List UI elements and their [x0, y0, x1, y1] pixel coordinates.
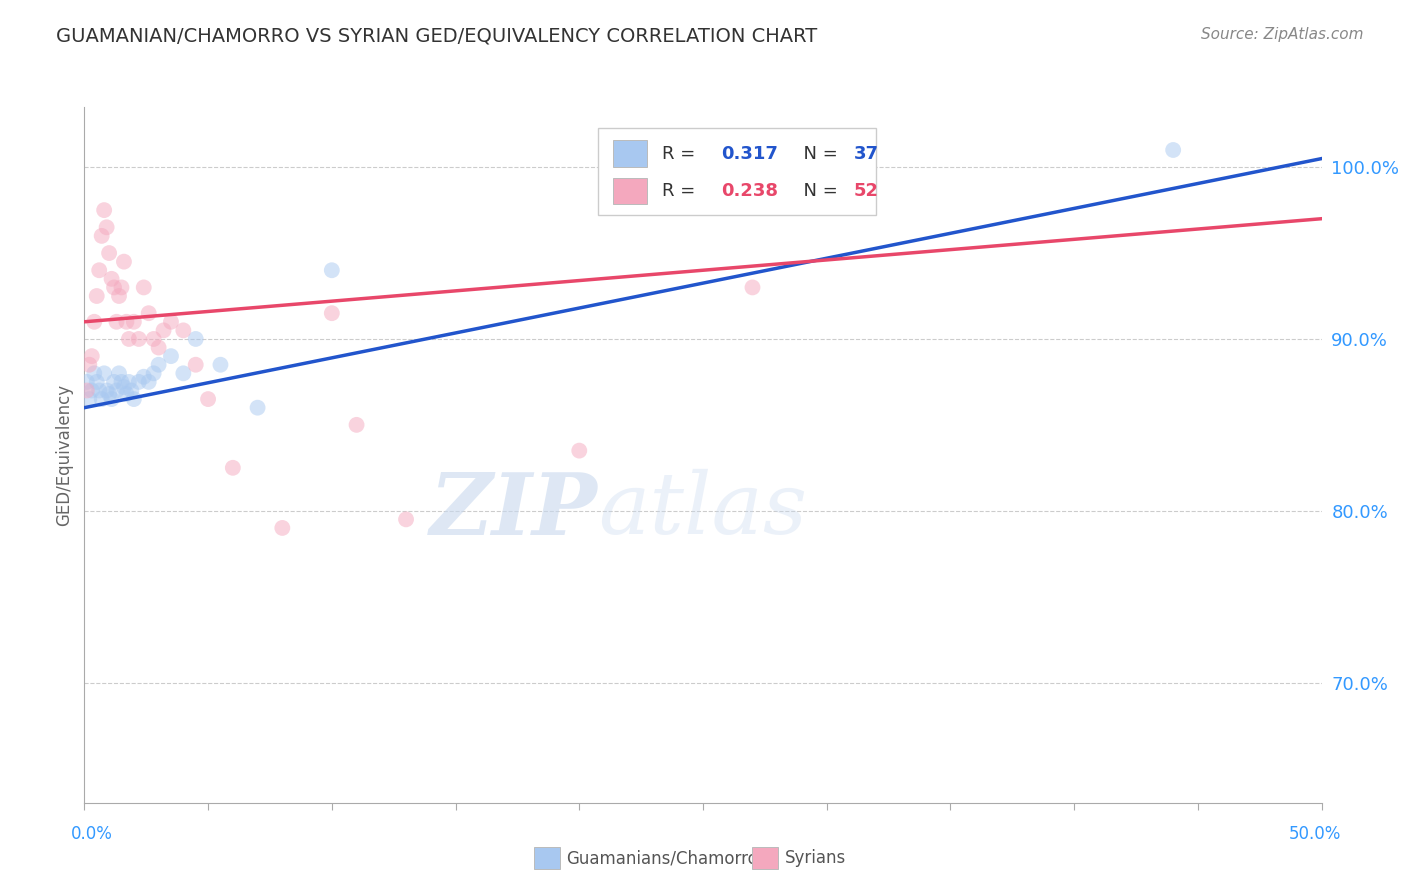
Text: atlas: atlas	[598, 469, 807, 552]
Point	[108, 289, 131, 303]
Point	[160, 315, 183, 329]
Point	[395, 512, 418, 526]
Point	[128, 332, 150, 346]
Bar	[598, 128, 876, 215]
Point	[132, 369, 155, 384]
Point	[246, 401, 269, 415]
Point	[172, 323, 194, 337]
Point	[148, 341, 170, 355]
Point	[89, 384, 111, 398]
Point	[93, 367, 115, 381]
Point	[118, 332, 141, 346]
Point	[321, 263, 343, 277]
Point	[197, 392, 219, 406]
Point	[110, 280, 132, 294]
Point	[346, 417, 368, 432]
Text: Syrians: Syrians	[785, 849, 846, 867]
Point	[90, 228, 112, 243]
Point	[132, 280, 155, 294]
Text: 37: 37	[853, 145, 879, 162]
Point	[112, 380, 135, 394]
Point	[100, 392, 122, 406]
Point	[86, 375, 108, 389]
Point	[568, 443, 591, 458]
Text: N =: N =	[792, 145, 844, 162]
Text: R =: R =	[662, 145, 702, 162]
Point	[80, 384, 103, 398]
Point	[105, 315, 128, 329]
Point	[222, 460, 245, 475]
Point	[741, 280, 763, 294]
Point	[89, 263, 111, 277]
Bar	[613, 178, 647, 204]
Point	[103, 280, 125, 294]
Text: 50.0%: 50.0%	[1288, 825, 1341, 843]
Point	[122, 392, 145, 406]
Point	[100, 272, 122, 286]
Point	[76, 375, 98, 389]
Point	[108, 367, 131, 381]
Point	[138, 306, 160, 320]
Point	[98, 387, 121, 401]
Point	[96, 384, 118, 398]
Point	[120, 384, 142, 398]
Point	[321, 306, 343, 320]
Point	[172, 367, 194, 381]
Text: R =: R =	[662, 182, 702, 200]
Text: 0.0%: 0.0%	[70, 825, 112, 843]
Point	[83, 367, 105, 381]
Point	[142, 332, 165, 346]
Point	[184, 358, 207, 372]
Text: 52: 52	[853, 182, 879, 200]
Point	[98, 246, 121, 260]
Point	[138, 375, 160, 389]
Text: Guamanians/Chamorros: Guamanians/Chamorros	[567, 849, 768, 867]
Point	[122, 315, 145, 329]
Point	[112, 254, 135, 268]
Text: ZIP: ZIP	[430, 469, 598, 552]
Text: 0.238: 0.238	[721, 182, 779, 200]
Point	[103, 375, 125, 389]
Point	[128, 375, 150, 389]
Point	[90, 392, 112, 406]
Point	[79, 358, 101, 372]
Text: N =: N =	[792, 182, 844, 200]
Point	[96, 220, 118, 235]
Point	[76, 384, 98, 398]
Point	[83, 315, 105, 329]
Point	[271, 521, 294, 535]
Point	[115, 315, 138, 329]
Point	[93, 203, 115, 218]
Text: 0.317: 0.317	[721, 145, 779, 162]
Text: Source: ZipAtlas.com: Source: ZipAtlas.com	[1201, 27, 1364, 42]
Point	[110, 375, 132, 389]
Point	[152, 323, 174, 337]
Point	[142, 367, 165, 381]
Point	[80, 349, 103, 363]
Point	[160, 349, 183, 363]
Point	[86, 289, 108, 303]
Text: GUAMANIAN/CHAMORRO VS SYRIAN GED/EQUIVALENCY CORRELATION CHART: GUAMANIAN/CHAMORRO VS SYRIAN GED/EQUIVAL…	[56, 27, 817, 45]
Point	[1161, 143, 1184, 157]
Point	[115, 387, 138, 401]
Point	[148, 358, 170, 372]
Point	[209, 358, 232, 372]
Point	[105, 384, 128, 398]
Point	[184, 332, 207, 346]
Point	[118, 375, 141, 389]
Bar	[613, 140, 647, 167]
Point	[79, 392, 101, 406]
Y-axis label: GED/Equivalency: GED/Equivalency	[55, 384, 73, 526]
